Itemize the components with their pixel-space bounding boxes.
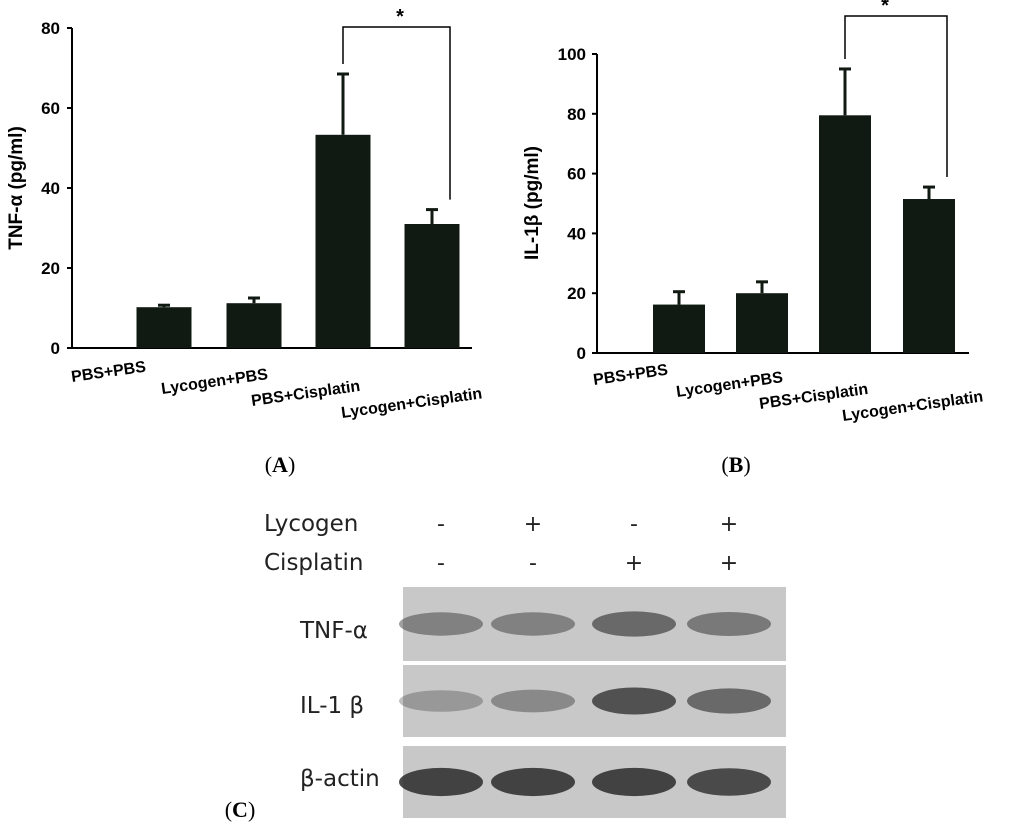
blot-row: TNF-α xyxy=(299,587,786,661)
y-tick-label: 60 xyxy=(41,99,60,118)
blot-band xyxy=(687,612,771,636)
significance-star: * xyxy=(881,0,889,17)
bar xyxy=(226,303,282,348)
bar xyxy=(903,199,955,353)
y-axis-label: TNF-α (pg/ml) xyxy=(6,126,27,250)
y-tick-label: 40 xyxy=(567,224,586,243)
y-tick-label: 60 xyxy=(567,165,586,184)
blot-band xyxy=(592,687,676,715)
y-tick-label: 40 xyxy=(41,179,60,198)
blot-band xyxy=(491,612,575,636)
significance-bracket xyxy=(342,26,451,200)
blot-row-label: IL-1 β xyxy=(300,693,364,719)
y-axis-label: IL-1β (pg/ml) xyxy=(522,146,543,260)
blot-band xyxy=(687,768,771,796)
blot-band xyxy=(592,611,676,637)
blot-band xyxy=(687,688,771,714)
y-tick-label: 80 xyxy=(567,105,586,124)
blot-row-label: β-actin xyxy=(300,766,380,792)
treatment-sign: + xyxy=(720,551,738,576)
category-label: PBS+PBS xyxy=(592,362,669,389)
bar xyxy=(819,115,871,353)
blot-band xyxy=(491,767,575,797)
blot-row: IL-1 β xyxy=(300,665,786,737)
y-tick-label: 80 xyxy=(41,19,60,38)
blot-row: β-actin xyxy=(300,746,786,818)
y-tick-label: 0 xyxy=(577,344,586,363)
blot-band xyxy=(399,690,483,712)
treatment-label: Cisplatin xyxy=(264,550,364,576)
blot-band xyxy=(399,612,483,636)
bar xyxy=(736,293,788,353)
blot-band xyxy=(491,689,575,713)
western-blot: Lycogen - + - + Cisplatin - - + + TNF-α IL-1 β β-act… xyxy=(225,511,786,822)
treatment-label: Lycogen xyxy=(264,511,358,537)
blot-band xyxy=(399,767,483,797)
y-tick-label: 20 xyxy=(41,259,60,278)
bar xyxy=(404,224,460,348)
y-tick-label: 0 xyxy=(51,339,60,358)
treatment-sign: - xyxy=(630,512,638,537)
treatment-sign: - xyxy=(437,551,445,576)
bar xyxy=(653,304,705,353)
blot-row-label: TNF-α xyxy=(299,618,368,644)
y-tick-label: 20 xyxy=(567,284,586,303)
category-label: Lycogen+Cisplatin xyxy=(340,385,483,422)
blot-band xyxy=(592,767,676,797)
treatment-sign: - xyxy=(437,512,445,537)
treatment-sign: + xyxy=(524,512,542,537)
treatment-sign: - xyxy=(529,551,537,576)
category-label: PBS+PBS xyxy=(70,359,147,386)
treatment-sign: + xyxy=(625,551,643,576)
panel-label: (B) xyxy=(721,452,750,477)
bar xyxy=(315,134,371,348)
treatment-sign: + xyxy=(720,512,738,537)
y-tick-label: 100 xyxy=(558,45,586,64)
significance-star: * xyxy=(396,6,404,28)
panel-label: (C) xyxy=(225,797,256,822)
panel-label: (A) xyxy=(265,452,296,477)
bar xyxy=(136,307,192,348)
significance-bracket xyxy=(844,15,948,178)
